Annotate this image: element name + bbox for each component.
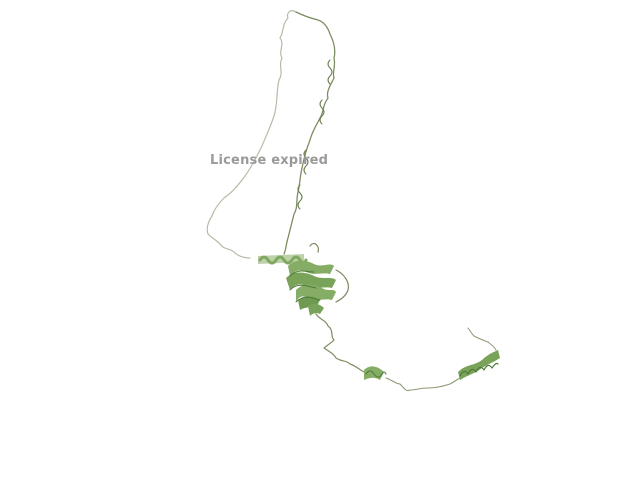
license-watermark-text: License expired: [210, 153, 329, 168]
coil-segment-upper-loop: [206, 10, 297, 259]
helix-bundle-core: [286, 242, 349, 316]
coil-segment-wavy: [297, 59, 333, 210]
coil-segment-tail: [385, 377, 461, 392]
coil-segment-lower: [315, 313, 365, 373]
helix-small-middle: [364, 366, 387, 380]
helix-short-entry: [258, 254, 308, 265]
helix-c-terminal: [458, 327, 500, 380]
coil-segment-descending: [283, 11, 336, 255]
